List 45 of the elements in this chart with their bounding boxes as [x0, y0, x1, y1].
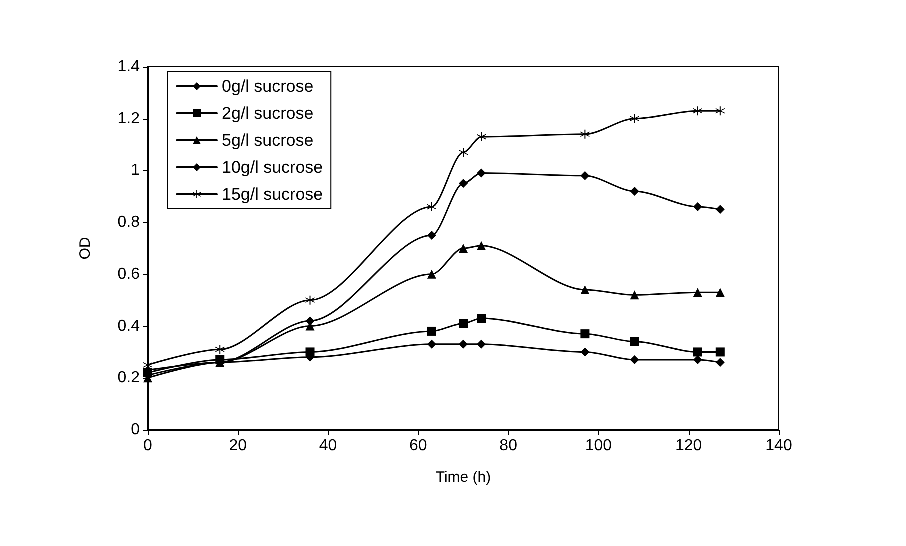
y-tick-label: 1.4	[118, 58, 140, 76]
point	[716, 205, 725, 214]
point	[693, 106, 702, 116]
legend-label: 0g/l sucrose	[222, 77, 314, 96]
x-tick-label: 120	[676, 438, 702, 454]
point	[306, 296, 315, 305]
point	[693, 288, 702, 298]
point	[580, 171, 590, 180]
point	[477, 241, 486, 250]
point	[716, 288, 725, 298]
point	[459, 244, 468, 253]
y-tick-label: 0.8	[118, 214, 140, 232]
legend-label: 10g/l sucrose	[222, 158, 324, 177]
point	[459, 148, 468, 158]
point	[580, 130, 590, 139]
x-tick-label: 80	[500, 438, 518, 454]
point	[693, 202, 702, 212]
x-axis-title: Time (h)	[436, 469, 492, 486]
y-tick-label: 0.2	[118, 370, 140, 387]
x-tick-label: 40	[319, 438, 338, 454]
point	[716, 106, 725, 116]
y-axis-title: OD	[77, 237, 94, 260]
y-tick-label: 1.2	[118, 110, 140, 128]
y-tick-label: 0.4	[118, 318, 140, 335]
point	[477, 168, 486, 178]
x-tick-label: 60	[410, 438, 428, 454]
legend-label: 5g/l sucrose	[222, 131, 314, 150]
point	[630, 114, 640, 124]
point	[580, 285, 590, 294]
legend-label: 15g/l sucrose	[222, 185, 324, 204]
x-tick-label: 20	[229, 438, 248, 454]
point	[459, 179, 468, 188]
x-tick-label: 140	[766, 438, 792, 454]
x-tick-label: 0	[144, 438, 153, 454]
point	[427, 270, 436, 279]
y-tick-label: 1	[131, 162, 140, 180]
point	[427, 202, 436, 212]
point	[477, 132, 486, 142]
point	[630, 290, 640, 300]
point	[630, 186, 640, 196]
y-tick-label: 0.6	[118, 266, 140, 283]
y-tick-label: 0	[131, 422, 140, 438]
point	[427, 231, 436, 240]
legend-label: 2g/l sucrose	[222, 104, 314, 123]
x-tick-label: 100	[585, 438, 612, 454]
